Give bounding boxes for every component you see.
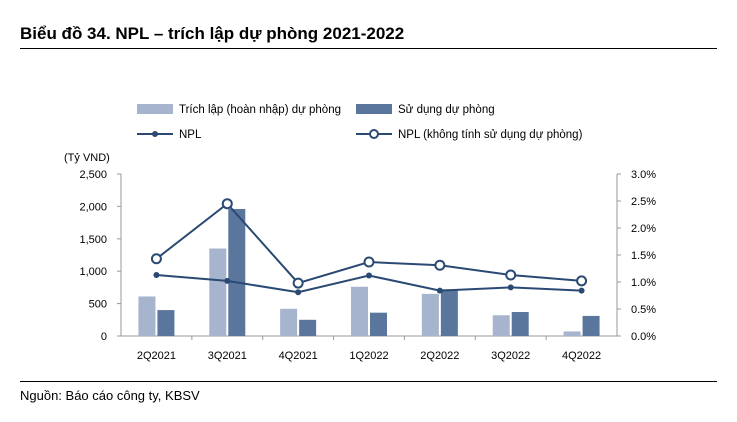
- legend-npl-excl-label: NPL (không tính sử dụng dự phòng): [398, 129, 583, 141]
- x-tick-label: 3Q2021: [208, 350, 247, 362]
- chart-svg: 0 500 1,000 1,500 2,000 2,500 (Tỷ VND) 0.0% 0.5%…: [64, 104, 656, 362]
- bar-provision: [492, 315, 510, 336]
- x-tick-label: 1Q2022: [349, 350, 388, 362]
- y-right-tick-label: 0.0%: [631, 331, 656, 343]
- y-right-tick-label: 3.0%: [631, 169, 656, 181]
- bar-provision: [421, 293, 439, 336]
- point-npl: [295, 289, 302, 296]
- title-divider: [20, 48, 717, 49]
- point-npl-excl: [221, 198, 233, 210]
- y-left-tick-label: 1,500: [79, 234, 107, 246]
- point-npl-excl: [505, 269, 517, 281]
- y-right-tick-label: 2.5%: [631, 196, 656, 208]
- point-npl: [578, 287, 585, 294]
- x-tick-label: 2Q2021: [137, 350, 176, 362]
- y-left-axis-label: (Tỷ VND): [64, 152, 110, 164]
- y-right-tick-label: 0.5%: [631, 304, 656, 316]
- y-left-tick-label: 2,500: [79, 169, 107, 181]
- x-tick-label: 4Q2021: [279, 350, 318, 362]
- bar-used: [228, 208, 246, 336]
- legend-used-label: Sử dụng dự phòng: [398, 104, 495, 116]
- y-left-tick-label: 2,000: [79, 201, 107, 213]
- x-tick-label: 4Q2022: [562, 350, 601, 362]
- point-npl: [224, 277, 231, 284]
- point-npl-excl: [576, 275, 588, 287]
- bar-used: [511, 312, 529, 336]
- chart-title: Biểu đồ 34. NPL – trích lập dự phòng 202…: [20, 24, 405, 43]
- point-npl: [507, 284, 514, 291]
- point-npl: [436, 287, 443, 294]
- point-npl-excl: [434, 259, 446, 271]
- chart-legend: Trích lập (hoàn nhập) dự phòng Sử dụng dự…: [137, 104, 583, 141]
- bar-provision: [209, 248, 227, 336]
- legend-used-swatch: [356, 104, 392, 114]
- bar-used: [299, 319, 317, 336]
- bar-used: [370, 312, 387, 336]
- bar-used: [157, 310, 175, 336]
- bar-provision: [351, 286, 368, 336]
- point-npl-excl: [363, 256, 375, 268]
- legend-npl-excl-marker: [369, 129, 379, 139]
- y-right-tick-label: 2.0%: [631, 223, 656, 235]
- point-npl-excl: [292, 277, 304, 289]
- legend-npl-label: NPL: [179, 129, 202, 141]
- source-note: Nguồn: Báo cáo công ty, KBSV: [20, 388, 200, 403]
- y-right-tick-label: 1.5%: [631, 250, 656, 262]
- x-tick-label: 2Q2022: [420, 350, 459, 362]
- point-npl-excl: [150, 253, 162, 265]
- legend-provision-label: Trích lập (hoàn nhập) dự phòng: [179, 104, 341, 116]
- y-right-tick-label: 1.0%: [631, 277, 656, 289]
- legend-provision-swatch: [137, 104, 173, 114]
- point-npl: [153, 271, 160, 278]
- point-npl: [366, 272, 372, 279]
- bar-used: [582, 315, 600, 336]
- line-group: [150, 198, 588, 296]
- bar-provision: [138, 296, 156, 336]
- chart-axes: 0 500 1,000 1,500 2,000 2,500 (Tỷ VND) 0.0% 0.5%…: [64, 152, 656, 362]
- bar-used: [440, 289, 458, 336]
- y-left-tick-label: 0: [101, 331, 107, 343]
- y-left-tick-label: 500: [89, 299, 107, 311]
- bar-provision: [280, 308, 298, 336]
- legend-npl-marker: [152, 131, 158, 137]
- bar-provision: [563, 331, 581, 336]
- bar-group: [138, 208, 600, 336]
- source-divider: [20, 381, 717, 382]
- y-left-tick-label: 1,000: [79, 266, 107, 278]
- x-tick-label: 3Q2022: [491, 350, 530, 362]
